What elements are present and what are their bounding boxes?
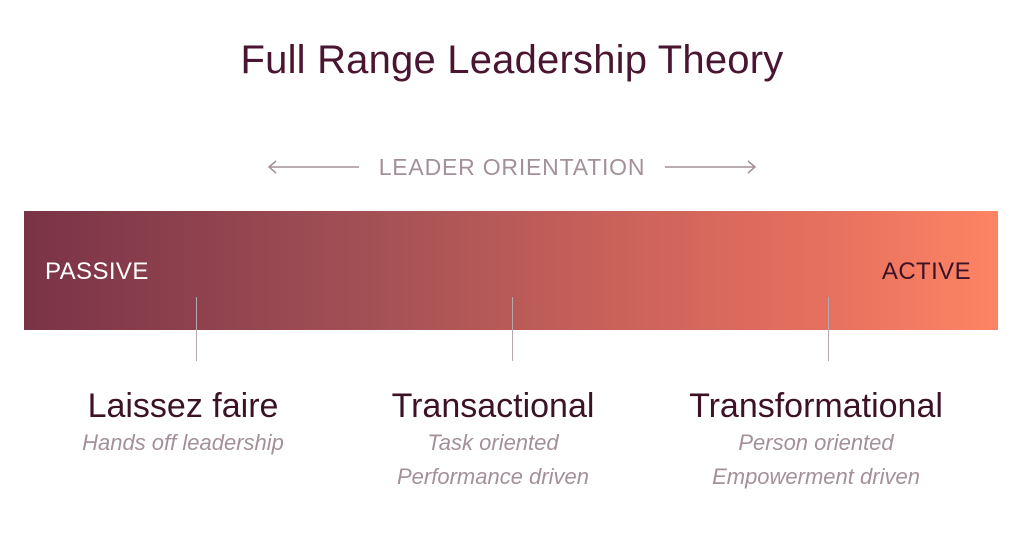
category-description: Hands off leadership xyxy=(82,430,284,455)
diagram-title: Full Range Leadership Theory xyxy=(240,38,784,82)
category-name: Transformational xyxy=(689,387,943,425)
laissez-faire-tick xyxy=(196,297,197,361)
category-description: Person oriented xyxy=(738,430,894,455)
orientation-label: LEADER ORIENTATION xyxy=(378,153,646,180)
category-laissez-faire: Laissez faire Hands off leadership xyxy=(23,386,343,460)
category-description: Task oriented xyxy=(427,430,559,455)
active-label: ACTIVE xyxy=(881,258,971,285)
category-description: Performance driven xyxy=(397,464,589,489)
passive-label: PASSIVE xyxy=(45,258,149,285)
passive-active-gradient-bar xyxy=(24,211,998,330)
category-name: Transactional xyxy=(391,387,595,425)
arrow-right-icon xyxy=(665,160,757,174)
arrow-left-icon xyxy=(267,160,359,174)
category-transformational: Transformational Person oriented Empower… xyxy=(656,386,976,494)
transactional-tick xyxy=(512,297,513,361)
transformational-tick xyxy=(828,297,829,361)
category-name: Laissez faire xyxy=(87,387,279,425)
category-transactional: Transactional Task oriented Performance … xyxy=(333,386,653,494)
leader-orientation-axis: LEADER ORIENTATION xyxy=(0,150,1024,184)
category-description: Empowerment driven xyxy=(712,464,920,489)
